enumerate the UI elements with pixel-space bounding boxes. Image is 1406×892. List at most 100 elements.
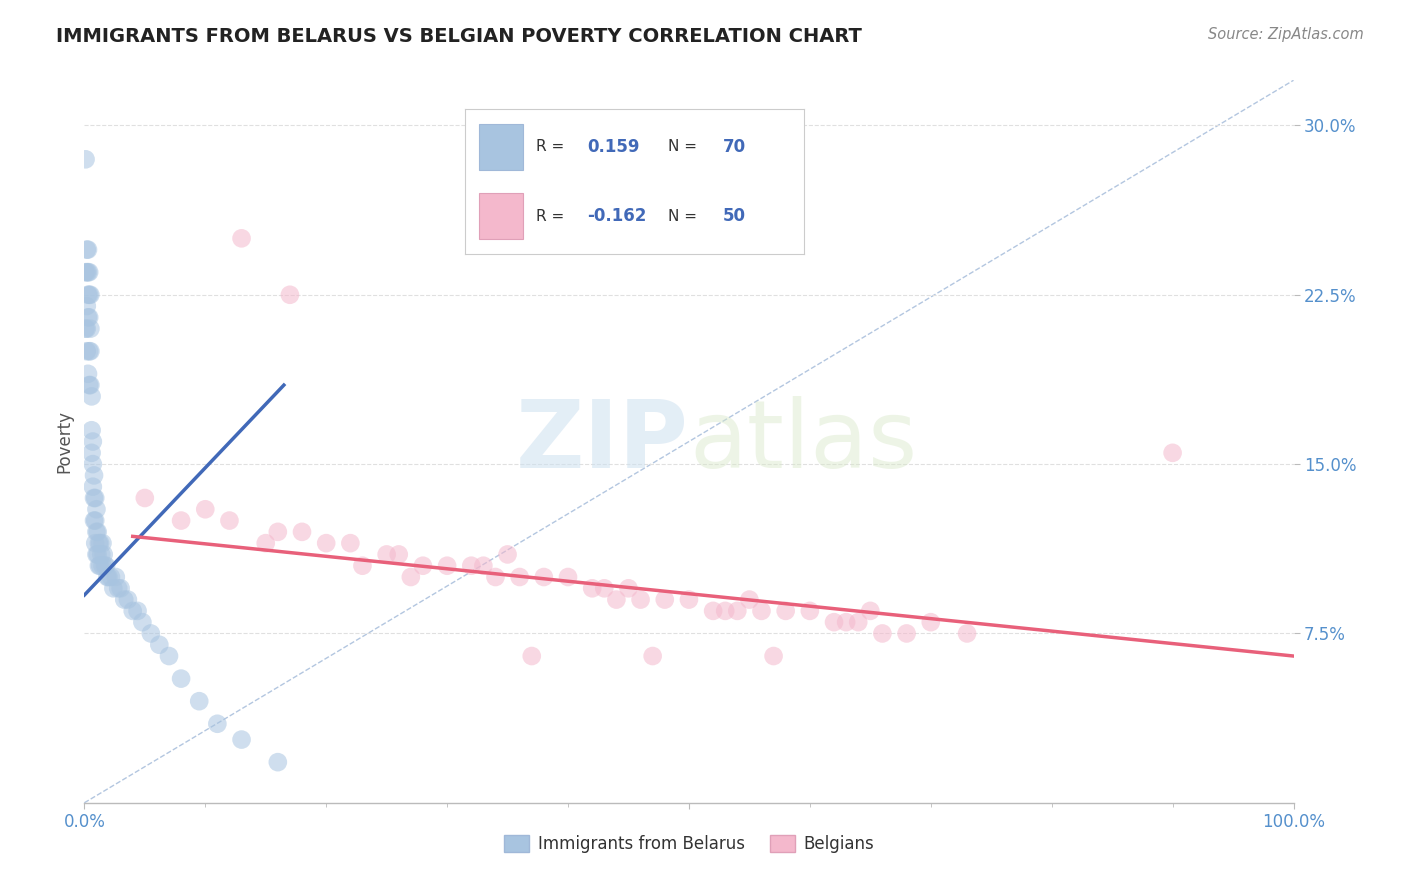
Point	[86, 524, 108, 539]
Point	[79, 344, 101, 359]
Point	[80, 423, 103, 437]
Point	[738, 592, 761, 607]
Point	[630, 592, 652, 607]
Text: IMMIGRANTS FROM BELARUS VS BELGIAN POVERTY CORRELATION CHART: IMMIGRANTS FROM BELARUS VS BELGIAN POVER…	[56, 27, 862, 45]
Point	[86, 548, 108, 562]
Point	[725, 604, 748, 618]
Point	[533, 570, 555, 584]
Point	[79, 378, 101, 392]
Point	[76, 299, 98, 313]
Point	[86, 524, 108, 539]
Point	[76, 265, 98, 279]
Point	[714, 604, 737, 618]
Point	[846, 615, 869, 630]
Point	[799, 604, 821, 618]
Point	[581, 582, 603, 596]
Point	[823, 615, 845, 630]
Point	[110, 582, 132, 596]
Point	[339, 536, 361, 550]
Point	[557, 570, 579, 584]
Point	[267, 755, 290, 769]
Point	[134, 491, 156, 505]
Point	[654, 592, 676, 607]
Point	[87, 536, 110, 550]
Point	[291, 524, 314, 539]
Point	[170, 514, 193, 528]
Point	[76, 344, 98, 359]
Point	[86, 502, 108, 516]
Point	[170, 672, 193, 686]
Point	[218, 514, 240, 528]
Point	[436, 558, 458, 573]
Point	[84, 536, 107, 550]
Point	[86, 548, 108, 562]
Point	[77, 265, 100, 279]
Point	[112, 592, 135, 607]
Point	[496, 548, 519, 562]
Point	[75, 265, 97, 279]
Point	[254, 536, 277, 550]
Point	[83, 468, 105, 483]
Point	[399, 570, 422, 584]
Point	[94, 558, 117, 573]
Point	[484, 570, 506, 584]
Point	[107, 582, 129, 596]
Point	[91, 558, 114, 573]
Point	[278, 287, 301, 301]
Point	[678, 592, 700, 607]
Point	[83, 514, 105, 528]
Point	[117, 592, 139, 607]
Point	[605, 592, 627, 607]
Point	[77, 310, 100, 325]
Point	[896, 626, 918, 640]
Point	[121, 604, 143, 618]
Point	[859, 604, 882, 618]
Point	[77, 310, 100, 325]
Point	[96, 570, 118, 584]
Point	[388, 548, 411, 562]
Point	[79, 321, 101, 335]
Point	[89, 536, 111, 550]
Point	[267, 524, 290, 539]
Point	[127, 604, 149, 618]
Point	[231, 231, 253, 245]
Point	[617, 582, 640, 596]
Point	[231, 732, 253, 747]
Point	[104, 570, 127, 584]
Point	[77, 367, 100, 381]
Point	[77, 243, 100, 257]
Point	[375, 548, 398, 562]
Point	[97, 570, 120, 584]
Point	[751, 604, 773, 618]
Point	[472, 558, 495, 573]
Point	[77, 378, 100, 392]
Point	[77, 287, 100, 301]
Point	[94, 558, 117, 573]
Point	[775, 604, 797, 618]
Point	[460, 558, 482, 573]
Point	[315, 536, 337, 550]
Point	[77, 344, 100, 359]
Point	[75, 153, 97, 167]
Point	[872, 626, 894, 640]
Point	[80, 446, 103, 460]
Point	[84, 514, 107, 528]
Point	[194, 502, 217, 516]
Point	[82, 434, 104, 449]
Point	[835, 615, 858, 630]
Point	[157, 648, 180, 663]
Text: atlas: atlas	[689, 395, 917, 488]
Point	[89, 558, 111, 573]
Point	[90, 548, 112, 562]
Point	[83, 491, 105, 505]
Point	[593, 582, 616, 596]
Point	[77, 265, 100, 279]
Point	[1161, 446, 1184, 460]
Point	[956, 626, 979, 640]
Point	[920, 615, 942, 630]
Point	[762, 648, 785, 663]
Text: Source: ZipAtlas.com: Source: ZipAtlas.com	[1208, 27, 1364, 42]
Point	[82, 480, 104, 494]
Point	[641, 648, 664, 663]
Point	[100, 570, 122, 584]
